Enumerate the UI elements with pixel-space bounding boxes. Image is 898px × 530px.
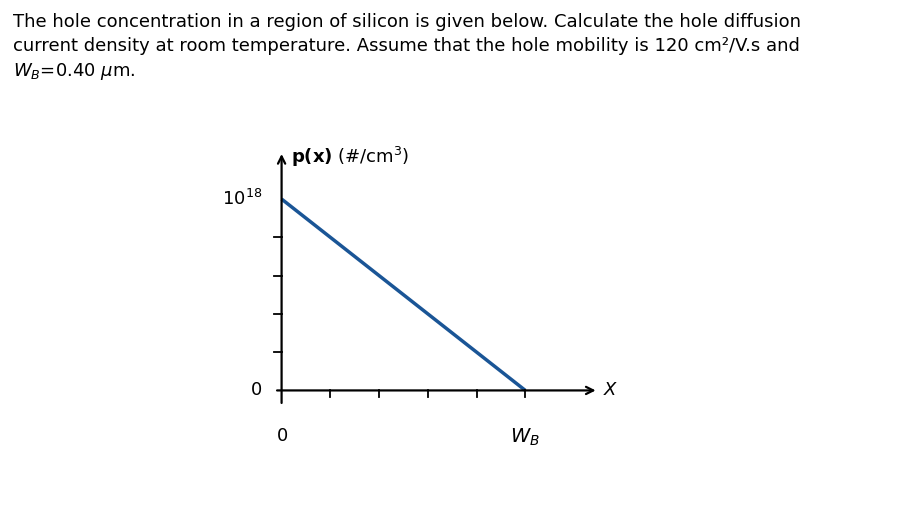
Text: The hole concentration in a region of silicon is given below. Calculate the hole: The hole concentration in a region of si…: [13, 13, 802, 31]
Text: $X$: $X$: [603, 382, 619, 400]
Text: current density at room temperature. Assume that the hole mobility is 120 cm²/V.: current density at room temperature. Ass…: [13, 37, 800, 55]
Text: $0$: $0$: [276, 427, 287, 445]
Text: $10^{18}$: $10^{18}$: [222, 189, 262, 209]
Text: $0$: $0$: [250, 382, 262, 400]
Text: $W_B$: $W_B$: [510, 427, 541, 448]
Text: $W_B$=0.40 $\mu$m.: $W_B$=0.40 $\mu$m.: [13, 61, 136, 82]
Text: $\mathbf{p(x)}$ $(\#/\mathrm{cm}^3)$: $\mathbf{p(x)}$ $(\#/\mathrm{cm}^3)$: [291, 145, 409, 169]
